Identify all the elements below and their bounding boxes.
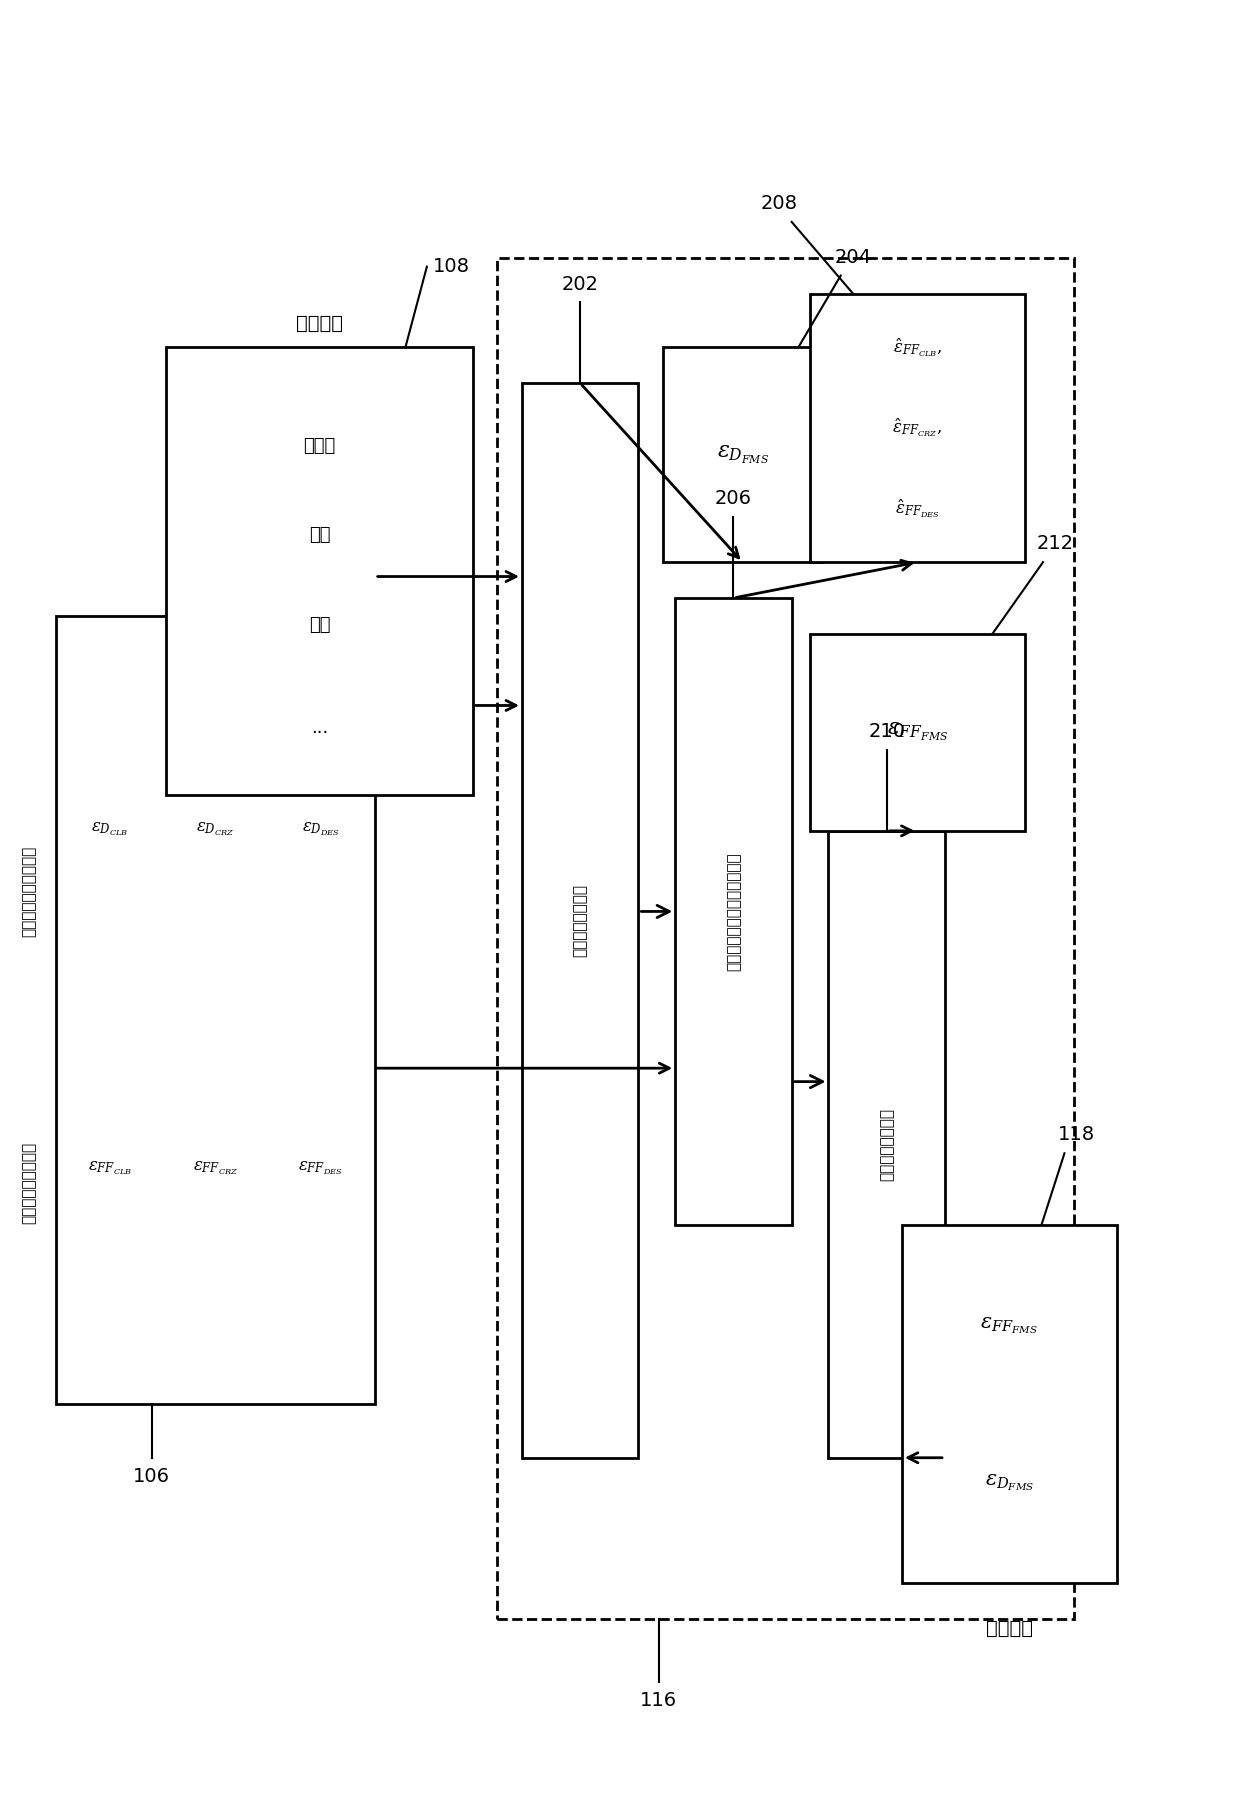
Text: ...: ... xyxy=(311,718,329,736)
Text: $\epsilon_{D_{FMS}}$: $\epsilon_{D_{FMS}}$ xyxy=(717,444,769,466)
Text: $\epsilon_{D_{CLB}}$: $\epsilon_{D_{CLB}}$ xyxy=(92,819,129,838)
Text: 208: 208 xyxy=(761,193,797,213)
Bar xyxy=(56,616,374,1404)
Text: 116: 116 xyxy=(640,1691,677,1709)
Text: 206: 206 xyxy=(715,489,751,509)
Text: 计算合成燃油因数: 计算合成燃油因数 xyxy=(879,1108,894,1180)
Text: 合成因数: 合成因数 xyxy=(986,1619,1033,1637)
Text: $\epsilon_{FF_{FMS}}$: $\epsilon_{FF_{FMS}}$ xyxy=(887,722,947,744)
Bar xyxy=(828,830,945,1458)
Bar xyxy=(497,258,1074,1619)
Bar xyxy=(901,1226,1116,1583)
Text: $\epsilon_{FF_{CRZ}}$: $\epsilon_{FF_{CRZ}}$ xyxy=(192,1159,238,1177)
Bar xyxy=(663,347,822,561)
Text: 航线点: 航线点 xyxy=(304,437,336,455)
Text: $\hat{\epsilon}_{FF_{DES}}$: $\hat{\epsilon}_{FF_{DES}}$ xyxy=(895,496,940,520)
Text: 202: 202 xyxy=(562,274,599,294)
Text: 计算合成阻力因数: 计算合成阻力因数 xyxy=(573,884,588,957)
Text: 速度: 速度 xyxy=(309,527,330,545)
Text: 特定阻力和燃油因数: 特定阻力和燃油因数 xyxy=(21,1143,36,1224)
Text: $\hat{\epsilon}_{FF_{CLB}},$: $\hat{\epsilon}_{FF_{CLB}},$ xyxy=(893,336,942,359)
Text: $\epsilon_{FF_{CLB}}$: $\epsilon_{FF_{CLB}}$ xyxy=(88,1159,133,1177)
Text: 210: 210 xyxy=(868,722,905,742)
Text: 204: 204 xyxy=(835,247,872,267)
Bar xyxy=(166,347,472,794)
Text: 108: 108 xyxy=(433,256,470,276)
Text: $\epsilon_{D_{FMS}}$: $\epsilon_{D_{FMS}}$ xyxy=(985,1473,1034,1493)
Bar xyxy=(810,634,1024,830)
Text: $\epsilon_{FF_{DES}}$: $\epsilon_{FF_{DES}}$ xyxy=(298,1159,343,1177)
Text: 更新每个飞行阶段的燃油因数: 更新每个飞行阶段的燃油因数 xyxy=(725,852,742,971)
Text: 118: 118 xyxy=(1058,1125,1095,1144)
Text: $\epsilon_{FF_{FMS}}$: $\epsilon_{FF_{FMS}}$ xyxy=(981,1314,1038,1336)
Text: 飞行计划: 飞行计划 xyxy=(296,314,343,332)
Text: $\epsilon_{D_{CRZ}}$: $\epsilon_{D_{CRZ}}$ xyxy=(196,819,234,838)
Text: $\hat{\epsilon}_{FF_{CRZ}},$: $\hat{\epsilon}_{FF_{CRZ}},$ xyxy=(893,417,942,439)
Bar xyxy=(675,597,791,1226)
Bar xyxy=(522,383,639,1458)
Text: $\epsilon_{D_{DES}}$: $\epsilon_{D_{DES}}$ xyxy=(301,819,340,838)
Text: 每个飞行阶段的航空器: 每个飞行阶段的航空器 xyxy=(21,847,36,937)
Text: 重量: 重量 xyxy=(309,616,330,634)
Text: 212: 212 xyxy=(1037,534,1074,554)
Text: 106: 106 xyxy=(133,1467,170,1486)
Bar xyxy=(810,294,1024,561)
